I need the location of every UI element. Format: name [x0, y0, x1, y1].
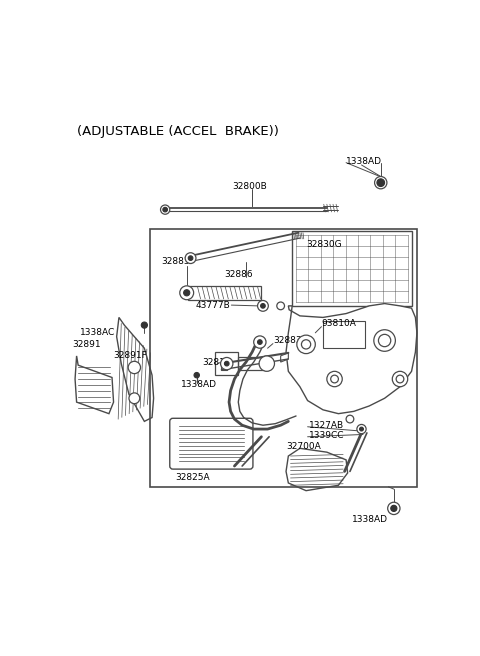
Text: 1327AB: 1327AB	[309, 420, 344, 430]
Circle shape	[259, 356, 275, 371]
Circle shape	[262, 304, 264, 308]
Circle shape	[258, 300, 268, 311]
Polygon shape	[117, 318, 154, 421]
Circle shape	[360, 427, 363, 431]
Circle shape	[258, 340, 262, 344]
Circle shape	[185, 253, 196, 264]
Text: 1338AD: 1338AD	[346, 157, 382, 165]
Bar	[150, 229, 417, 487]
Text: 1338AD: 1338AD	[180, 380, 216, 389]
Circle shape	[261, 304, 265, 308]
Text: 1338AC: 1338AC	[80, 328, 115, 337]
Text: 32883: 32883	[161, 257, 190, 266]
Text: 32810: 32810	[202, 358, 231, 367]
Circle shape	[392, 506, 396, 510]
Circle shape	[378, 180, 383, 185]
Circle shape	[129, 393, 140, 403]
Circle shape	[378, 335, 391, 346]
Circle shape	[374, 330, 396, 352]
Circle shape	[357, 424, 366, 434]
Polygon shape	[286, 304, 417, 414]
Polygon shape	[286, 448, 348, 491]
Bar	[323, 321, 365, 348]
Polygon shape	[75, 356, 114, 414]
Circle shape	[128, 361, 141, 374]
Circle shape	[388, 502, 400, 514]
Circle shape	[254, 336, 266, 348]
Circle shape	[301, 340, 311, 349]
Text: 32825A: 32825A	[175, 473, 210, 482]
Circle shape	[221, 358, 233, 370]
Polygon shape	[221, 363, 227, 370]
Circle shape	[160, 205, 170, 215]
Text: 32891F: 32891F	[114, 352, 147, 360]
Circle shape	[180, 286, 193, 300]
Polygon shape	[281, 353, 288, 362]
Text: 32800B: 32800B	[232, 182, 267, 191]
Circle shape	[374, 176, 387, 189]
Circle shape	[188, 256, 193, 260]
Circle shape	[184, 290, 190, 296]
Bar	[188, 286, 262, 300]
Text: 1339CC: 1339CC	[309, 431, 345, 440]
Circle shape	[331, 375, 338, 383]
Circle shape	[327, 371, 342, 387]
Bar	[215, 352, 238, 375]
Text: 93810A: 93810A	[322, 319, 356, 328]
Text: 32700A: 32700A	[286, 442, 321, 451]
Circle shape	[277, 302, 285, 310]
Circle shape	[163, 207, 168, 212]
Text: 32883: 32883	[273, 336, 301, 345]
Text: 32891: 32891	[72, 340, 101, 349]
Circle shape	[194, 373, 199, 378]
Circle shape	[297, 335, 315, 354]
Circle shape	[141, 322, 147, 328]
Text: 43777B: 43777B	[196, 300, 231, 310]
Text: 1338AD: 1338AD	[352, 515, 388, 523]
Bar	[292, 231, 411, 306]
Text: 32886: 32886	[225, 270, 253, 279]
Circle shape	[391, 505, 397, 512]
Circle shape	[396, 375, 404, 383]
Text: 32830G: 32830G	[306, 240, 342, 249]
Circle shape	[346, 415, 354, 423]
Bar	[238, 358, 265, 370]
Text: (ADJUSTABLE (ACCEL  BRAKE)): (ADJUSTABLE (ACCEL BRAKE))	[77, 125, 278, 138]
Circle shape	[225, 361, 229, 366]
Circle shape	[392, 371, 408, 387]
Circle shape	[377, 179, 384, 186]
